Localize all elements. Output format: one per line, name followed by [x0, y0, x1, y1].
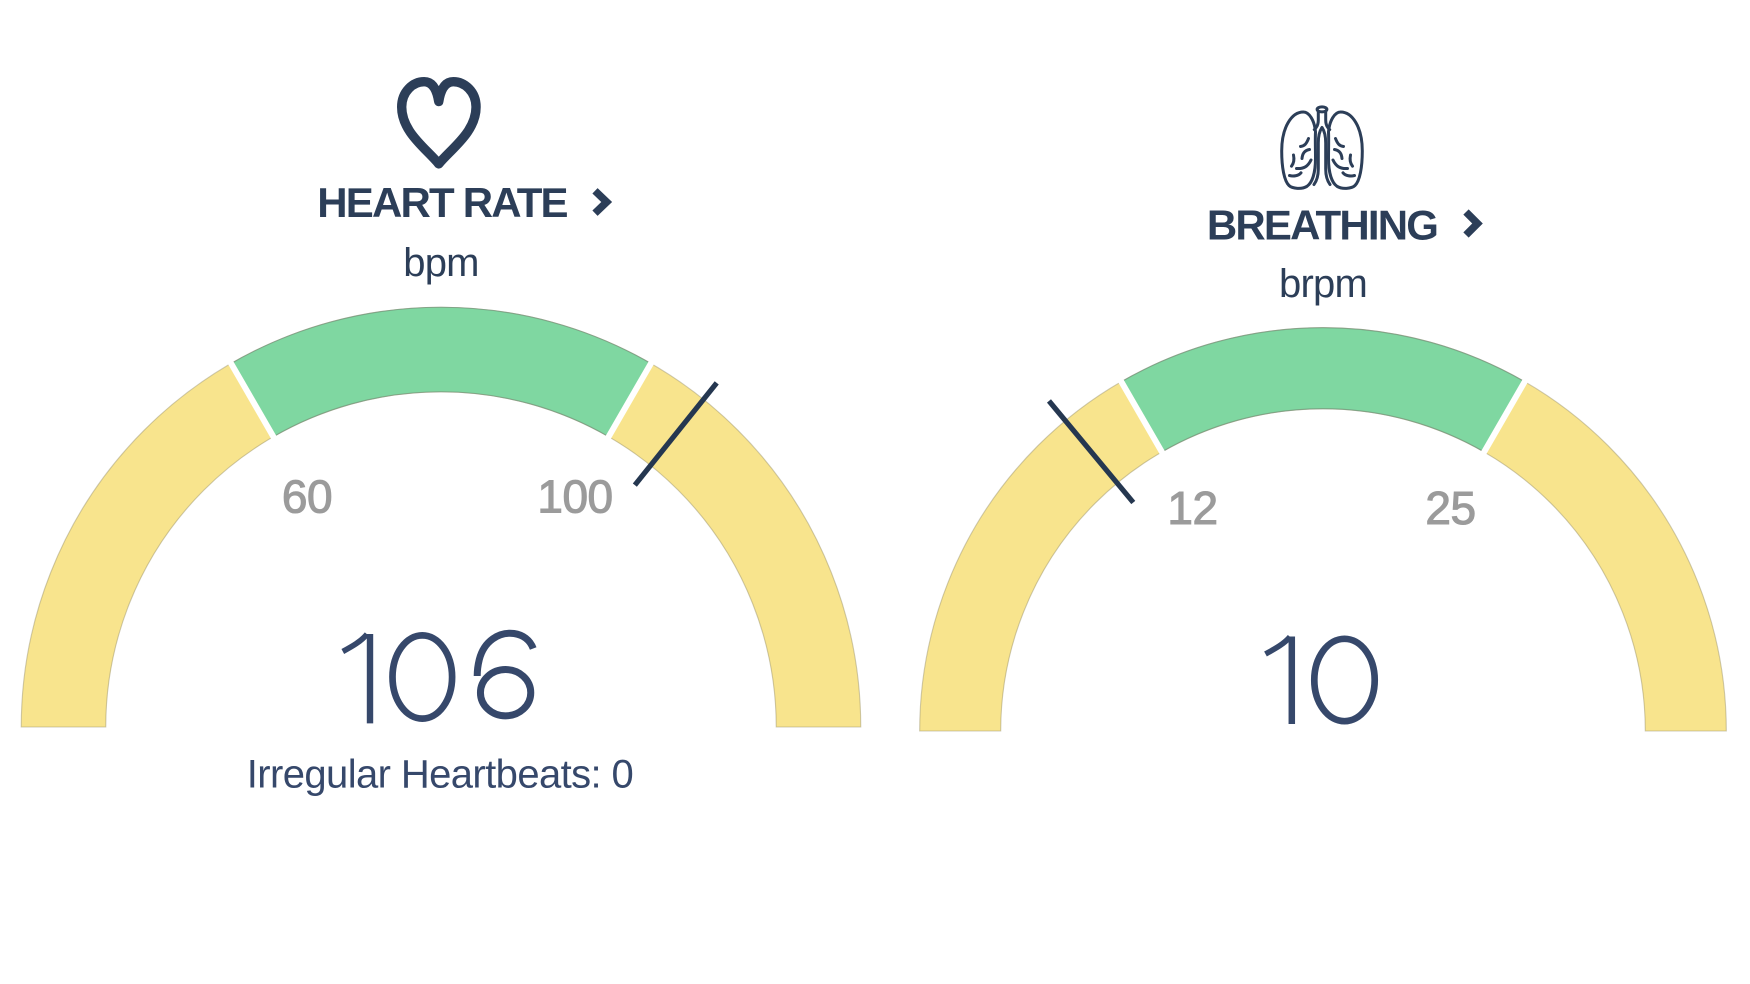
- svg-text:60: 60: [282, 470, 332, 522]
- svg-text:Irregular Heartbeats: 0: Irregular Heartbeats: 0: [247, 753, 633, 797]
- svg-text:bpm: bpm: [403, 241, 478, 285]
- svg-text:100: 100: [537, 470, 612, 522]
- svg-text:HEART RATE: HEART RATE: [317, 179, 567, 226]
- svg-text:brpm: brpm: [1279, 262, 1367, 306]
- svg-text:BREATHING: BREATHING: [1207, 201, 1437, 248]
- svg-text:25: 25: [1425, 482, 1475, 534]
- svg-text:12: 12: [1167, 482, 1217, 534]
